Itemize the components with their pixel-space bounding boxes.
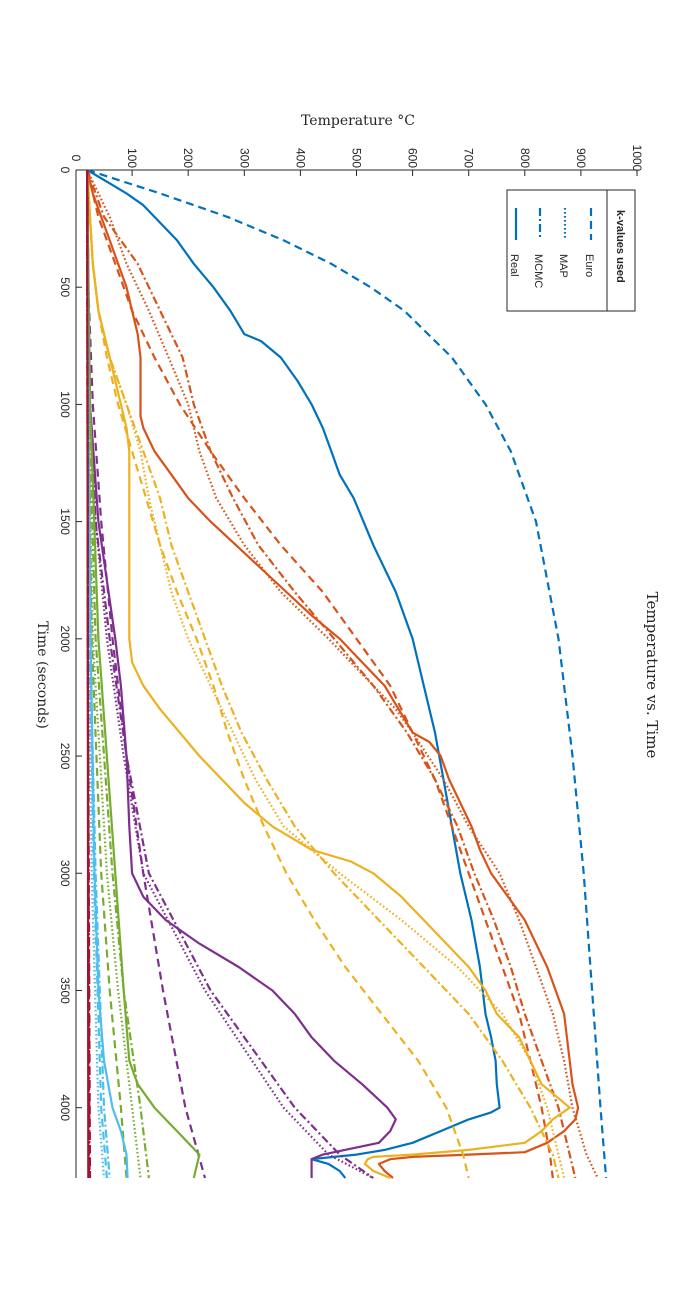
- legend-label-map: MAP: [557, 254, 569, 278]
- x-tick-label: 1500: [58, 508, 72, 535]
- y-tick-label: 500: [350, 148, 364, 168]
- legend: k-values used Euro MAP MCMC Real: [506, 189, 636, 312]
- y-tick-label: 300: [237, 148, 251, 168]
- series-green-dash-dot: [86, 169, 150, 1179]
- chart-title: Temperature vs. Time: [643, 592, 661, 759]
- x-axis-label: Time (seconds): [34, 621, 50, 729]
- y-tick-label: 200: [181, 148, 195, 168]
- series-yellow-dashed: [86, 169, 470, 1179]
- y-tick-label: 600: [406, 148, 420, 168]
- series-orange-solid: [86, 169, 580, 1179]
- x-tick-label: 1000: [58, 391, 72, 418]
- x-tick-label: 4000: [58, 1094, 72, 1121]
- series-red-solid: [86, 169, 90, 1179]
- y-axis-label: Temperature °C: [301, 113, 415, 129]
- x-tick-label: 0: [58, 167, 72, 174]
- series-purple-dotted: [86, 169, 374, 1179]
- x-tick-label: 2000: [58, 625, 72, 652]
- legend-label-mcmc: MCMC: [532, 254, 544, 288]
- series-blue-solid: [86, 169, 501, 1179]
- x-tick-label: 2500: [58, 743, 72, 770]
- series-orange-dotted: [86, 169, 599, 1179]
- series-blue-dashed: [86, 168, 608, 1179]
- series-green-solid: [86, 169, 201, 1179]
- legend-label-euro: Euro: [583, 254, 595, 277]
- y-tick-label: 400: [293, 148, 307, 168]
- x-tick-label: 500: [58, 277, 72, 297]
- series-purple-solid: [86, 169, 397, 1178]
- series-yellow-solid: [86, 169, 571, 1180]
- legend-label-real: Real: [508, 254, 520, 277]
- plot-area: 0 100 200 300 400 500 600 700 800 900 1000 0 500 1000…: [58, 145, 644, 1180]
- y-tick-label: 800: [518, 148, 532, 168]
- legend-box: [506, 189, 636, 312]
- y-tick-label: 900: [574, 148, 588, 168]
- series-orange-dashed: [86, 169, 554, 1179]
- y-tick-label: 0: [69, 155, 83, 162]
- series-purple-dashed: [86, 169, 207, 1179]
- series-yellow-dotted: [86, 169, 566, 1179]
- series-purple-dash-dot: [86, 169, 374, 1179]
- y-tick-label: 1000: [630, 145, 644, 172]
- y-tick-label: 100: [125, 148, 139, 168]
- series-orange-dash-dot: [86, 169, 577, 1179]
- x-tick-label: 3500: [58, 977, 72, 1004]
- series-cyan-dotted: [86, 169, 106, 1179]
- y-tick-label: 700: [462, 148, 476, 168]
- legend-title: k-values used: [614, 210, 626, 283]
- series-cyan-solid: [86, 169, 129, 1179]
- x-tick-label: 3000: [58, 860, 72, 887]
